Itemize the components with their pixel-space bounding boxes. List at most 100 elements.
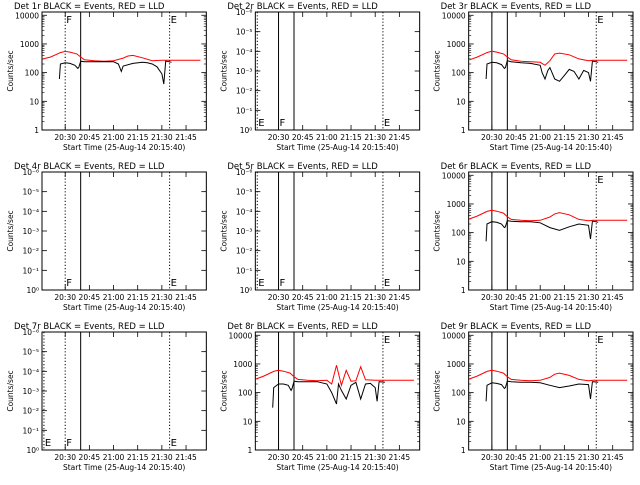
x-tick-label: 21:45 — [175, 453, 197, 462]
x-tick-label: 21:00 — [316, 453, 338, 462]
marker-label: E — [597, 335, 603, 346]
panel-9: Det 9r BLACK = Events, RED = LLD 1 10 100 10… — [433, 322, 634, 472]
x-tick-label: 20:30 — [481, 453, 503, 462]
x-tick-label: 20:45 — [292, 133, 314, 142]
x-tick-label: 20:45 — [505, 453, 527, 462]
x-tick-label: 21:45 — [389, 453, 411, 462]
x-tick-label: 20:45 — [292, 293, 314, 302]
marker-label: F — [280, 278, 286, 289]
y-tick-label: 1000 — [233, 360, 252, 369]
x-tick-label: 21:45 — [175, 293, 197, 302]
y-tick-label: 10⁻¹ — [236, 266, 253, 275]
y-tick-label: 1000 — [447, 360, 466, 369]
y-tick-label: 10000 — [442, 11, 466, 20]
x-axis-label: Start Time (25-Aug-14 20:15:40) — [63, 303, 185, 312]
x-tick-label: 20:30 — [54, 293, 76, 302]
x-axis-label: Start Time (25-Aug-14 20:15:40) — [490, 143, 612, 152]
y-tick-label: 10⁻⁴ — [22, 207, 39, 216]
x-tick-label: 21:30 — [364, 453, 386, 462]
x-tick-label: 21:30 — [364, 133, 386, 142]
y-tick-label: 10⁻³ — [236, 227, 253, 236]
x-tick-label: 20:30 — [54, 133, 76, 142]
series-line-lld — [469, 50, 628, 66]
marker-label: F — [280, 118, 286, 129]
x-tick-label: 20:45 — [79, 133, 101, 142]
y-tick-label: 10⁻² — [22, 247, 39, 256]
x-tick-label: 21:15 — [554, 133, 576, 142]
panel-5: Det 5r BLACK = Events, RED = LLD 10⁰ 10⁻¹ 1… — [219, 162, 421, 312]
y-tick-label: 1 — [248, 446, 253, 455]
y-tick-label: 1 — [461, 286, 466, 295]
x-tick-label: 21:15 — [340, 133, 362, 142]
x-tick-label: 20:30 — [481, 293, 503, 302]
y-tick-label: 10000 — [228, 331, 252, 340]
y-tick-label: 10⁻⁴ — [236, 47, 253, 56]
plot-frame — [41, 171, 207, 291]
x-tick-label: 21:00 — [529, 293, 551, 302]
y-tick-label: 10⁻⁶ — [236, 8, 253, 17]
marker-label: E — [258, 118, 264, 129]
y-tick-label: 10⁻³ — [22, 227, 39, 236]
series-line-events — [485, 380, 599, 402]
y-tick-label: 10 — [29, 97, 39, 106]
panel-3: Det 3r BLACK = Events, RED = LLD 1 10 100 10… — [433, 2, 634, 152]
marker-label: E — [171, 438, 177, 449]
x-tick-label: 20:45 — [79, 453, 101, 462]
y-tick-label: 10⁻⁵ — [236, 188, 253, 197]
y-tick-label: 10⁻⁶ — [22, 168, 39, 177]
y-tick-label: 10⁻⁴ — [236, 207, 253, 216]
marker-label: E — [384, 118, 390, 129]
y-tick-label: 1000 — [447, 200, 466, 209]
x-tick-label: 21:00 — [316, 133, 338, 142]
plot-frame — [468, 331, 634, 451]
x-tick-label: 21:30 — [578, 133, 600, 142]
x-tick-label: 21:00 — [316, 293, 338, 302]
x-axis-label: Start Time (25-Aug-14 20:15:40) — [490, 303, 612, 312]
y-tick-label: 10⁻¹ — [236, 106, 253, 115]
panel-title: Det 5r BLACK = Events, RED = LLD — [227, 162, 378, 172]
y-tick-label: 10000 — [15, 11, 39, 20]
x-axis-label: Start Time (25-Aug-14 20:15:40) — [63, 463, 185, 472]
panel-6: Det 6r BLACK = Events, RED = LLD 1 10 100 10… — [433, 162, 634, 312]
x-tick-label: 20:30 — [481, 133, 503, 142]
marker-label: E — [171, 15, 177, 26]
x-axis-label: Start Time (25-Aug-14 20:15:40) — [276, 303, 398, 312]
x-axis-label: Start Time (25-Aug-14 20:15:40) — [490, 463, 612, 472]
y-axis-label: Counts/sec — [219, 370, 228, 411]
marker-label: F — [66, 438, 72, 449]
panel-title: Det 2r BLACK = Events, RED = LLD — [227, 2, 378, 12]
panel-2: Det 2r BLACK = Events, RED = LLD 10⁰ 10⁻¹ 1… — [219, 2, 421, 152]
x-tick-label: 21:45 — [175, 133, 197, 142]
y-tick-label: 10 — [243, 417, 253, 426]
x-tick-label: 21:30 — [151, 133, 173, 142]
series-line-lld — [256, 365, 414, 388]
panel-7: Det 7r BLACK = Events, RED = LLD 10⁰ 10⁻¹ 1… — [6, 322, 207, 472]
x-tick-label: 21:00 — [529, 133, 551, 142]
x-axis-label: Start Time (25-Aug-14 20:15:40) — [63, 143, 185, 152]
panel-title: Det 6r BLACK = Events, RED = LLD — [441, 162, 592, 172]
marker-label: E — [45, 438, 51, 449]
series-line-events — [485, 220, 599, 242]
y-tick-label: 10⁻¹ — [22, 266, 39, 275]
plot-frame — [254, 11, 421, 131]
plot-frame — [41, 331, 207, 451]
x-tick-label: 21:00 — [103, 453, 125, 462]
panel-8: Det 8r BLACK = Events, RED = LLD 1 10 100 10… — [219, 322, 421, 472]
marker-label: E — [384, 278, 390, 289]
plot-frame — [254, 171, 421, 291]
y-tick-label: 10⁻² — [236, 87, 253, 96]
x-tick-label: 21:15 — [340, 293, 362, 302]
y-axis-label: Counts/sec — [6, 370, 15, 411]
y-tick-label: 10⁻⁵ — [22, 348, 39, 357]
x-tick-label: 20:30 — [268, 293, 290, 302]
x-axis-label: Start Time (25-Aug-14 20:15:40) — [276, 463, 398, 472]
marker-label: F — [66, 278, 72, 289]
series-line-events — [58, 60, 172, 85]
y-axis-label: Counts/sec — [6, 50, 15, 91]
y-tick-label: 1000 — [20, 40, 39, 49]
panel-title: Det 1r BLACK = Events, RED = LLD — [14, 2, 165, 12]
series-line-events — [272, 380, 385, 408]
y-tick-label: 10⁰ — [26, 446, 39, 455]
y-tick-label: 10 — [456, 417, 466, 426]
